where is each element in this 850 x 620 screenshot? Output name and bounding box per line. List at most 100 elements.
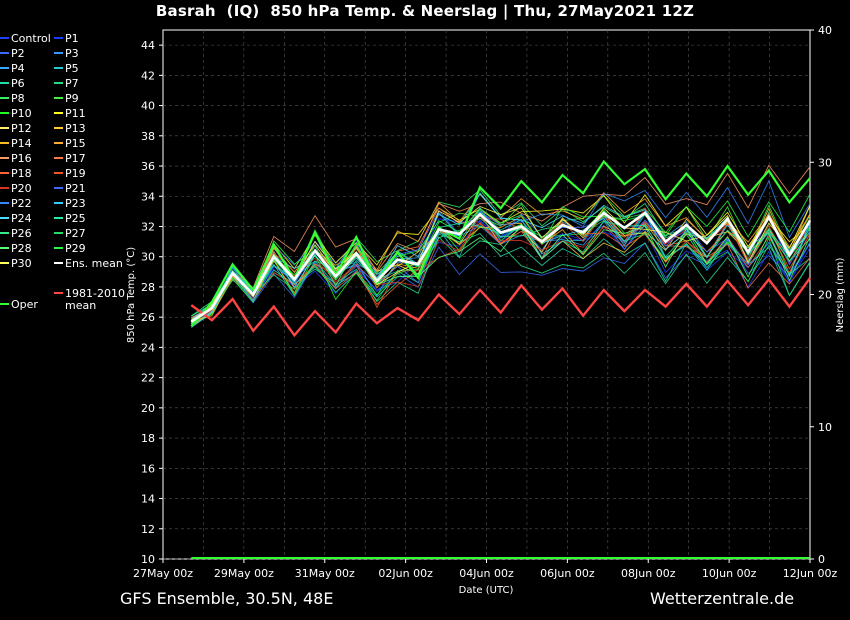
y-axis-label: 850 hPa Temp. (°C) <box>126 247 137 343</box>
x-tick-label: 02Jun 00z <box>378 567 433 580</box>
legend-label: P25 <box>65 212 86 225</box>
legend-swatch <box>54 127 63 129</box>
legend-label: P17 <box>65 152 86 165</box>
legend-entry: P12 <box>0 123 32 135</box>
legend-swatch <box>54 67 63 69</box>
legend-entry: P9 <box>54 93 79 105</box>
legend-entry: P20 <box>0 183 32 195</box>
page-title: Basrah (IQ) 850 hPa Temp. & Neerslag | T… <box>155 2 695 20</box>
legend-label: P16 <box>11 152 32 165</box>
x-tick-label: 10Jun 00z <box>702 567 757 580</box>
legend-entry: P5 <box>54 63 79 75</box>
legend-swatch <box>54 232 63 234</box>
legend-entry: P22 <box>0 198 32 210</box>
y-tick-label: 32 <box>141 220 155 233</box>
legend-label: P6 <box>11 77 25 90</box>
legend-swatch <box>0 82 9 84</box>
legend-label: P1 <box>65 32 79 45</box>
legend-entry: 1981-2010 mean <box>54 288 125 312</box>
y-tick-label: 42 <box>141 69 155 82</box>
legend-label: P2 <box>11 47 25 60</box>
legend-entry: P8 <box>0 93 25 105</box>
legend-label: P23 <box>65 197 86 210</box>
legend-label: P10 <box>11 107 32 120</box>
legend-entry: P26 <box>0 228 32 240</box>
series-line <box>190 277 811 338</box>
legend-label: P20 <box>11 182 32 195</box>
legend-swatch <box>0 303 9 305</box>
legend-entry: P13 <box>54 123 86 135</box>
legend-label-line2: mean <box>65 299 97 312</box>
legend-label: P13 <box>65 122 86 135</box>
legend-entry: P29 <box>54 243 86 255</box>
legend-swatch <box>0 157 9 159</box>
legend-swatch <box>0 187 9 189</box>
legend-label: P12 <box>11 122 32 135</box>
legend-swatch <box>54 217 63 219</box>
y-right-tick-label: 20 <box>818 289 832 302</box>
legend-entry: Ens. mean <box>54 258 123 270</box>
y-tick-label: 22 <box>141 372 155 385</box>
x-tick-label: 08Jun 00z <box>621 567 676 580</box>
legend-label: P4 <box>11 62 25 75</box>
legend-swatch <box>54 262 63 264</box>
legend-swatch <box>0 262 9 264</box>
legend-label: P26 <box>11 227 32 240</box>
legend-swatch <box>0 217 9 219</box>
legend-swatch <box>54 82 63 84</box>
legend-label: Control <box>11 32 51 45</box>
y-right-tick-label: 30 <box>818 156 832 169</box>
legend-swatch <box>0 97 9 99</box>
legend-entry: P18 <box>0 168 32 180</box>
y-right-tick-label: 10 <box>818 421 832 434</box>
legend-label: P15 <box>65 137 86 150</box>
legend-label: P14 <box>11 137 32 150</box>
legend-entry: P23 <box>54 198 86 210</box>
y-tick-label: 44 <box>141 39 155 52</box>
legend-entry: P16 <box>0 153 32 165</box>
legend-entry: P1 <box>54 33 79 45</box>
x-tick-label: 27May 00z <box>133 567 193 580</box>
y-tick-label: 30 <box>141 251 155 264</box>
x-tick-label: 06Jun 00z <box>540 567 595 580</box>
legend-swatch <box>0 127 9 129</box>
legend-entry: P15 <box>54 138 86 150</box>
legend-entry: Oper <box>0 299 38 311</box>
legend-label: 1981-2010 <box>65 287 125 300</box>
y-right-tick-label: 40 <box>818 24 832 37</box>
legend-swatch <box>54 142 63 144</box>
legend-swatch <box>0 202 9 204</box>
legend-label: P27 <box>65 227 86 240</box>
legend-label: P8 <box>11 92 25 105</box>
x-tick-label: 12Jun 00z <box>783 567 838 580</box>
member-line <box>191 237 811 326</box>
series-line <box>190 211 812 323</box>
legend-swatch <box>54 97 63 99</box>
legend-label: P7 <box>65 77 79 90</box>
legend-entry: P11 <box>54 108 86 120</box>
y-tick-label: 26 <box>141 311 155 324</box>
legend-entry: P19 <box>54 168 86 180</box>
y-tick-label: 36 <box>141 160 155 173</box>
legend-swatch <box>54 187 63 189</box>
y-axis-left: 10 12 14 16 18 20 22 24 26 28 30 32 34 36 38 40 42 44 <box>141 39 163 566</box>
legend-swatch <box>54 157 63 159</box>
y-tick-label: 34 <box>141 190 155 203</box>
legend-entry: P10 <box>0 108 32 120</box>
legend-label: P5 <box>65 62 79 75</box>
legend-label: P18 <box>11 167 32 180</box>
y-tick-label: 14 <box>141 493 155 506</box>
y-tick-label: 28 <box>141 281 155 294</box>
legend-label: P19 <box>65 167 86 180</box>
legend-swatch <box>0 112 9 114</box>
legend-entry: P3 <box>54 48 79 60</box>
y-right-tick-label: 0 <box>818 553 825 566</box>
y-axis-right-label: Neerslag (mm) <box>835 257 846 332</box>
legend-entry: P14 <box>0 138 32 150</box>
legend-entry: P28 <box>0 243 32 255</box>
legend-entry: P25 <box>54 213 86 225</box>
legend-label: P3 <box>65 47 79 60</box>
series-lines <box>190 159 812 559</box>
legend-swatch <box>54 247 63 249</box>
